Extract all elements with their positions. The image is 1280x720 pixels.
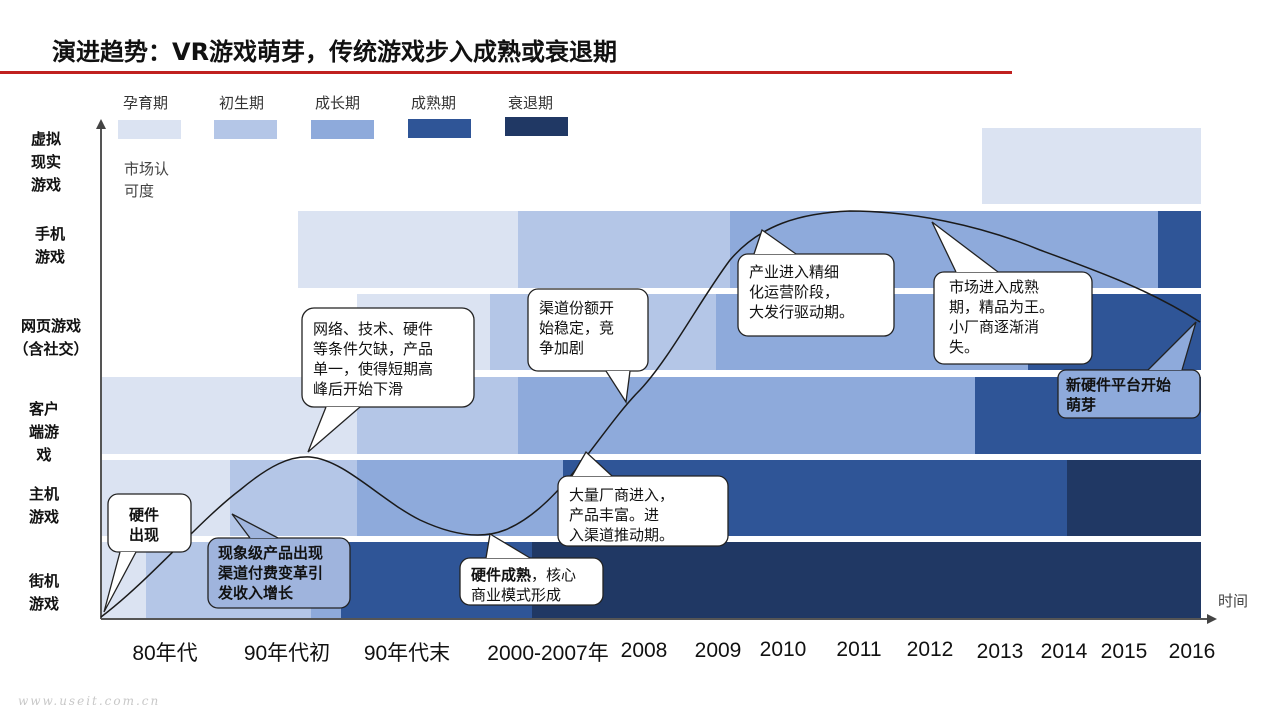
legend-swatch-gestation bbox=[118, 120, 181, 139]
legend-swatch-decline bbox=[505, 117, 568, 136]
callout-channel-text: 渠道份额开 始稳定，竞 争加剧 bbox=[539, 299, 615, 357]
time-label-2011: 2011 bbox=[836, 638, 882, 661]
legend-label-gestation: 孕育期 bbox=[123, 94, 169, 112]
callout-hw-mature-rest: ，核心 商业模式形成 bbox=[471, 566, 577, 604]
callout-phenomenal-text: 现象级产品出现 渠道付费变革引 发收入增长 bbox=[218, 544, 324, 602]
row-label-client: 客户 端游 戏 bbox=[28, 400, 59, 464]
row-label-vr: 虚拟 现实 游戏 bbox=[30, 130, 61, 194]
x-axis-label: 时间 bbox=[1218, 592, 1249, 610]
legend-swatch-maturity bbox=[408, 119, 471, 138]
band-vr-gestation bbox=[982, 128, 1201, 204]
row-label-arcade: 街机 游戏 bbox=[28, 572, 59, 613]
band-arcade-gestation bbox=[101, 542, 146, 619]
time-label-2009: 2009 bbox=[694, 639, 742, 662]
band-console-decline bbox=[1067, 460, 1201, 536]
callout-hw-mature-bold: 硬件成熟 bbox=[471, 566, 532, 584]
time-label-80s: 80年代 bbox=[132, 642, 198, 665]
row-label-mobile: 手机 游戏 bbox=[34, 225, 65, 266]
row-label-web: 网页游戏 （含社交） bbox=[13, 317, 89, 358]
title-divider bbox=[0, 71, 1012, 74]
page-title: 演进趋势：VR游戏萌芽，传统游戏步入成熟或衰退期 bbox=[52, 38, 618, 66]
time-label-2010: 2010 bbox=[759, 638, 807, 661]
band-console-growth bbox=[357, 460, 563, 536]
legend-swatch-growth bbox=[311, 120, 374, 139]
callout-mature-market-text: 市场进入成熟 期，精品为王。 小厂商逐渐消 失。 bbox=[949, 278, 1055, 356]
time-label-2015: 2015 bbox=[1100, 640, 1148, 663]
time-label-2012: 2012 bbox=[906, 638, 954, 661]
band-mobile-maturity bbox=[1158, 211, 1201, 288]
callout-network-text: 网络、技术、硬件 等条件欠缺，产品 单一，使得短期高 峰后开始下滑 bbox=[313, 320, 434, 398]
time-label-2008: 2008 bbox=[620, 639, 668, 662]
time-label-late-90s: 90年代末 bbox=[363, 642, 451, 665]
legend-label-decline: 衰退期 bbox=[508, 94, 554, 112]
callout-hardware-text: 硬件 出现 bbox=[129, 506, 160, 544]
band-arcade-decline bbox=[532, 542, 1201, 619]
band-mobile-infancy bbox=[518, 211, 730, 288]
legend-label-growth: 成长期 bbox=[315, 94, 361, 112]
y-axis-note: 市场认 可度 bbox=[124, 160, 170, 200]
band-console-infancy bbox=[230, 460, 357, 536]
watermark: www.useit.com.cn bbox=[18, 694, 161, 708]
legend-label-maturity: 成熟期 bbox=[411, 94, 457, 112]
legend-swatch-infancy bbox=[214, 120, 277, 139]
time-label-2000-2007: 2000-2007年 bbox=[487, 642, 609, 665]
time-label-2014: 2014 bbox=[1040, 640, 1088, 663]
callout-hw-mature-text: 硬件成熟，核心 商业模式形成 bbox=[462, 558, 607, 612]
callout-vendors-text: 大量厂商进入， 产品丰富。进 入渠道推动期。 bbox=[569, 486, 675, 544]
time-label-2016: 2016 bbox=[1168, 640, 1216, 663]
band-client-growth bbox=[518, 377, 975, 454]
time-label-early-90s: 90年代初 bbox=[243, 642, 331, 665]
row-label-console: 主机 游戏 bbox=[28, 485, 59, 526]
legend-label-infancy: 初生期 bbox=[219, 94, 265, 112]
time-label-2013: 2013 bbox=[976, 640, 1024, 663]
callout-industry-text: 产业进入精细 化运营阶段， 大发行驱动期。 bbox=[749, 263, 855, 321]
callout-new-hardware-text: 新硬件平台开始 萌芽 bbox=[1066, 376, 1172, 414]
band-mobile-gestation bbox=[298, 211, 518, 288]
